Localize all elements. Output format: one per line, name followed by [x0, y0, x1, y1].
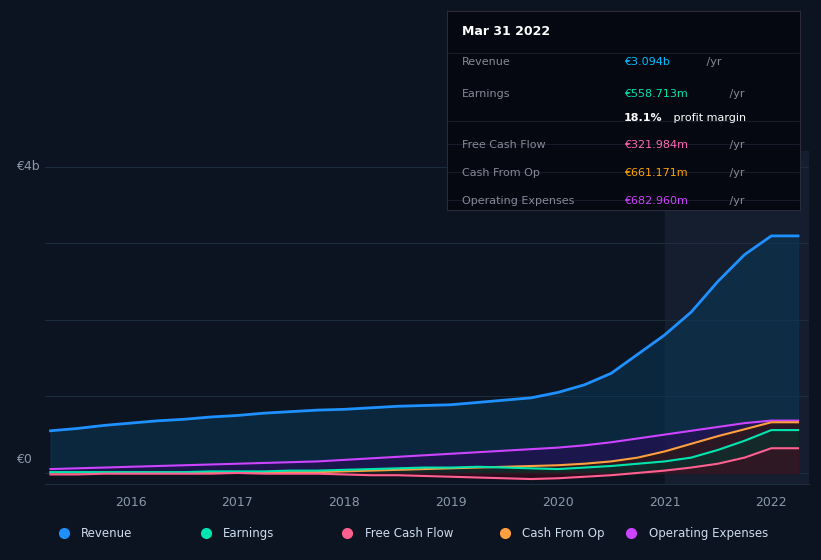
Text: Cash From Op: Cash From Op — [522, 527, 605, 540]
Text: €661.171m: €661.171m — [624, 168, 687, 178]
Text: /yr: /yr — [726, 141, 744, 151]
Bar — [664, 151, 809, 484]
Text: /yr: /yr — [726, 168, 744, 178]
Text: Mar 31 2022: Mar 31 2022 — [461, 25, 550, 38]
Text: Revenue: Revenue — [461, 57, 511, 67]
Text: profit margin: profit margin — [670, 113, 746, 123]
Text: /yr: /yr — [703, 57, 722, 67]
Text: Operating Expenses: Operating Expenses — [461, 196, 574, 206]
Text: Free Cash Flow: Free Cash Flow — [461, 141, 545, 151]
Text: 18.1%: 18.1% — [624, 113, 663, 123]
Text: €0: €0 — [16, 453, 32, 466]
Text: /yr: /yr — [726, 88, 744, 99]
Text: Revenue: Revenue — [81, 527, 132, 540]
Text: Cash From Op: Cash From Op — [461, 168, 539, 178]
Text: Operating Expenses: Operating Expenses — [649, 527, 768, 540]
Text: Free Cash Flow: Free Cash Flow — [365, 527, 453, 540]
Text: /yr: /yr — [726, 196, 744, 206]
Text: €4b: €4b — [16, 160, 39, 172]
Text: Earnings: Earnings — [223, 527, 274, 540]
Text: €3.094b: €3.094b — [624, 57, 670, 67]
Text: €558.713m: €558.713m — [624, 88, 688, 99]
Text: €321.984m: €321.984m — [624, 141, 688, 151]
Text: Earnings: Earnings — [461, 88, 510, 99]
Text: €682.960m: €682.960m — [624, 196, 688, 206]
